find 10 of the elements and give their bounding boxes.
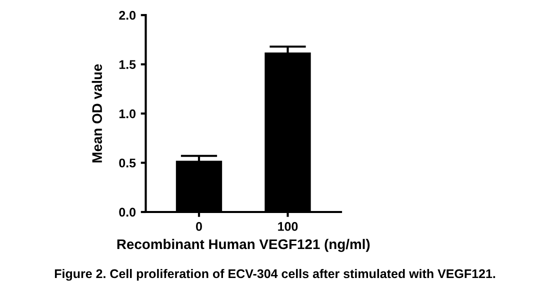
y-tick-label: 1.0 <box>119 109 136 118</box>
y-axis-title: Mean OD value <box>92 64 102 162</box>
y-tick-label: 2.0 <box>119 10 136 20</box>
y-tick-label: 0.5 <box>119 158 136 168</box>
x-tick-label: 100 <box>278 222 298 231</box>
caption: Figure 2. Cell proliferation of ECV-304 cells after stimulated with VEGF121. <box>54 268 496 281</box>
y-tick-label: 0.0 <box>119 208 136 217</box>
x-tick-label: 0 <box>196 222 202 231</box>
x-axis-title: Recombinant Human VEGF121 (ng/ml) <box>117 238 370 252</box>
y-tick-label: 1.5 <box>119 60 136 69</box>
